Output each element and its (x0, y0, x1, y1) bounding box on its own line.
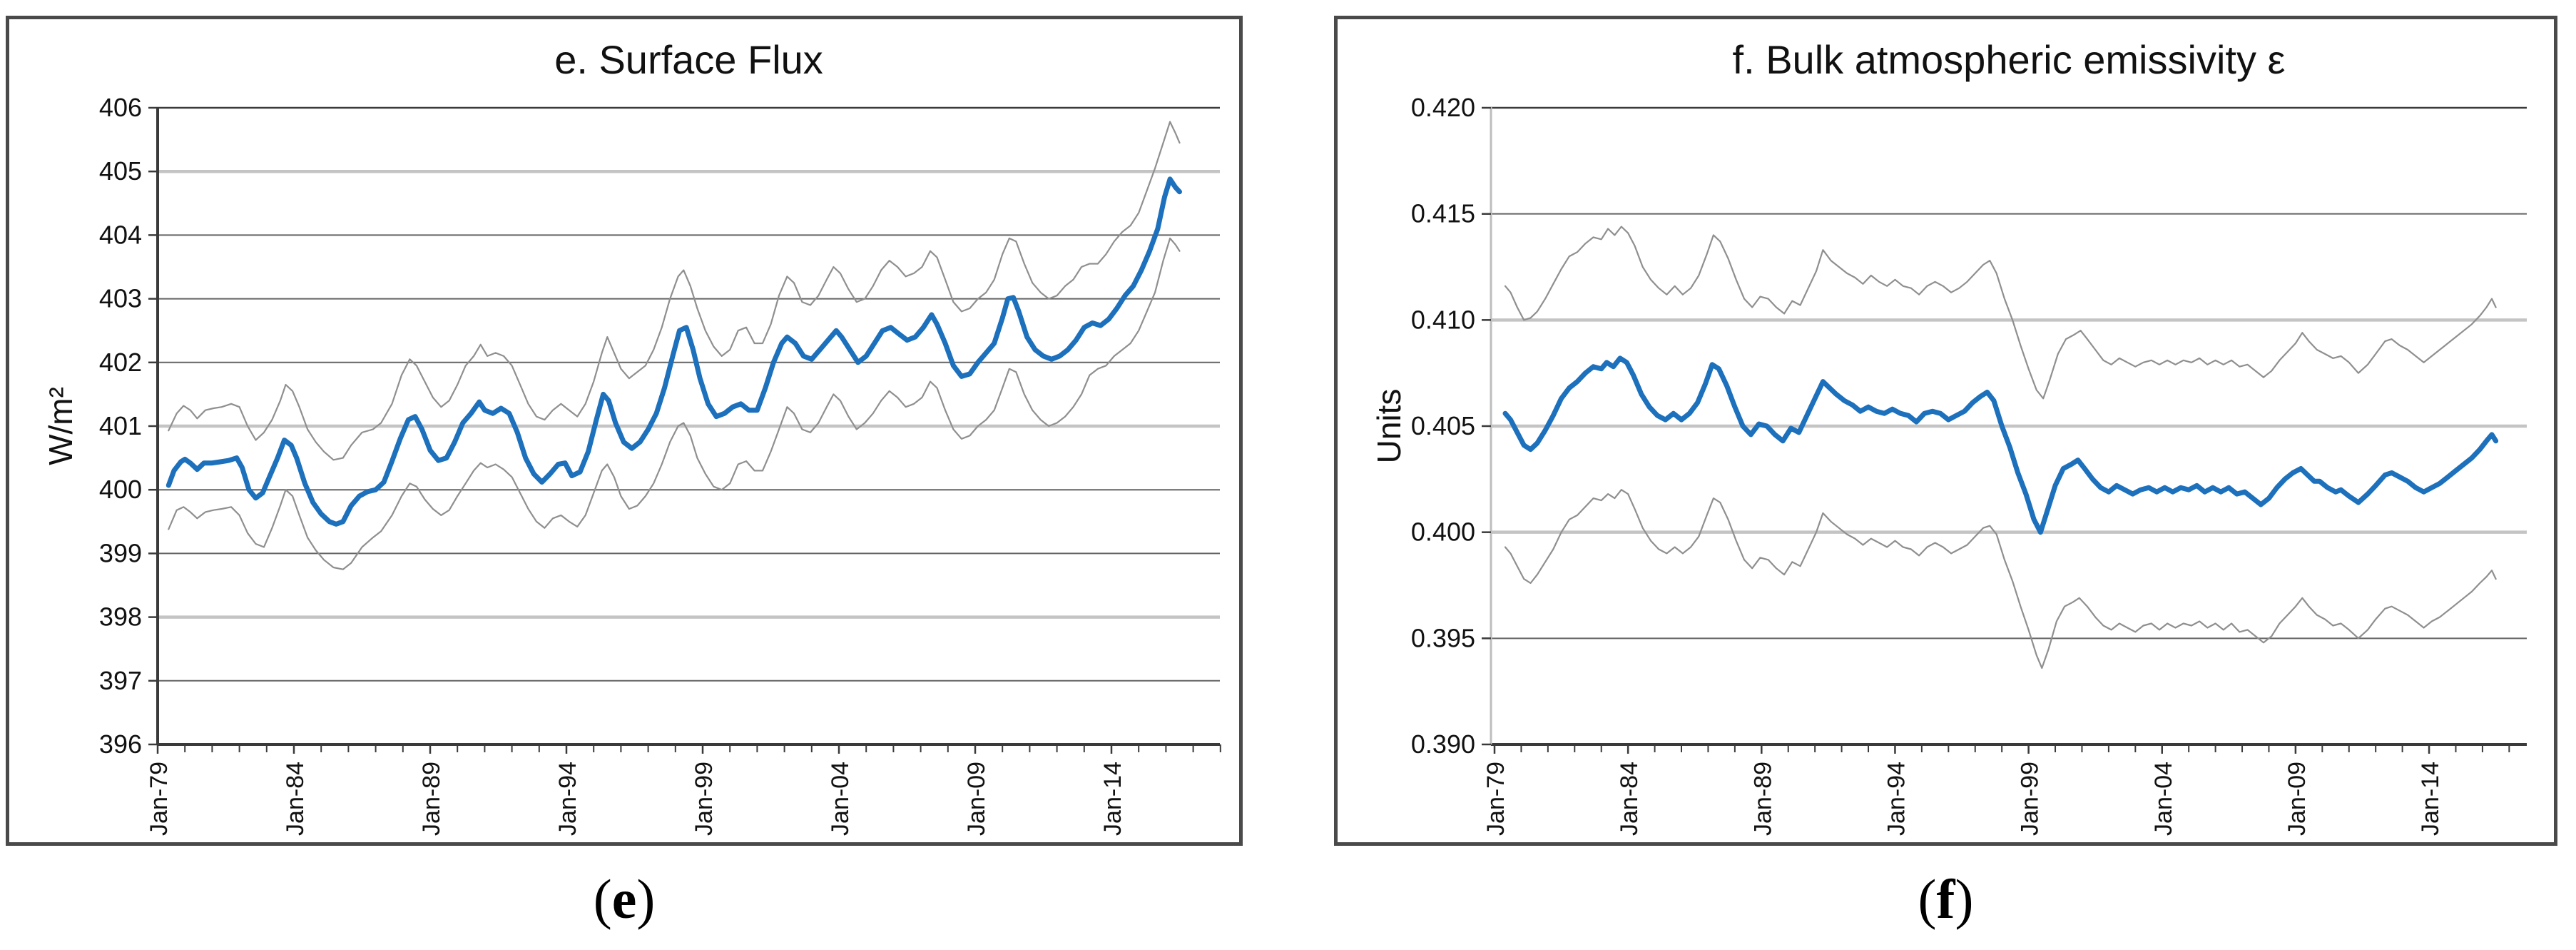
y-tick-label: 0.415 (1411, 199, 1475, 228)
y-tick-label: 396 (99, 729, 142, 759)
x-tick-label: Jan-79 (1482, 762, 1510, 836)
y-tick-label: 402 (99, 348, 142, 377)
x-tick-label: Jan-09 (963, 762, 990, 836)
x-tick-label: Jan-09 (2284, 762, 2311, 836)
y-tick-label: 399 (99, 538, 142, 567)
y-tick-label: 405 (99, 156, 142, 186)
x-tick-label: Jan-14 (2417, 762, 2444, 836)
series-central (1502, 355, 2499, 535)
chart-title: f. Bulk atmospheric emissivity ε (1732, 37, 2286, 82)
x-tick-label: Jan-04 (827, 762, 854, 836)
y-tick-label: 0.405 (1411, 411, 1475, 440)
x-tick-label: Jan-04 (2150, 762, 2177, 836)
y-tick-label: 401 (99, 411, 142, 440)
chart-panel-surface-flux: e. Surface Flux W/m² 406 405 404 403 402 401 4… (6, 16, 1243, 846)
series-central (166, 176, 1182, 527)
x-tick-label: Jan-99 (691, 762, 718, 836)
y-tick-label: 398 (99, 602, 142, 632)
caption-e: (e) (6, 867, 1243, 931)
x-tick-label: Jan-89 (1749, 762, 1776, 836)
x-tick-label: Jan-94 (1883, 762, 1910, 836)
x-tick-label: Jan-84 (282, 762, 309, 836)
chart-title: e. Surface Flux (554, 37, 823, 82)
x-tick-label: Jan-84 (1616, 762, 1643, 836)
y-tick-label: 400 (99, 475, 142, 504)
series-lower (168, 237, 1181, 570)
y-tick-label: 0.410 (1411, 305, 1475, 334)
chart-panel-emissivity: f. Bulk atmospheric emissivity ε Units 0… (1334, 16, 2557, 846)
y-tick-label: 0.390 (1411, 729, 1475, 759)
x-tick-label: Jan-99 (2017, 762, 2044, 836)
caption-letter: f (1936, 868, 1955, 930)
y-tick-label: 0.395 (1411, 623, 1475, 652)
caption-paren: ) (636, 868, 656, 930)
y-tick-label: 404 (99, 220, 142, 249)
x-tick-label: Jan-94 (554, 762, 581, 836)
figure-panels: e. Surface Flux W/m² 406 405 404 403 402 401 4… (6, 16, 2557, 846)
chart-emissivity-plot: 0.420 0.415 0.410 0.405 0.400 0.395 0.390Jan-7… (1411, 93, 2527, 836)
caption-letter: e (611, 868, 637, 930)
y-tick-label: 0.420 (1411, 93, 1475, 122)
series-lower (1504, 489, 2497, 669)
figure-captions: (e) (f) (6, 867, 2557, 931)
series-upper (168, 121, 1181, 461)
caption-paren: ) (1955, 868, 1974, 930)
caption-paren: ( (593, 868, 612, 930)
y-tick-label: 403 (99, 284, 142, 313)
x-tick-label: Jan-89 (418, 762, 445, 836)
y-tick-label: 397 (99, 666, 142, 695)
caption-f: (f) (1334, 867, 2557, 931)
y-tick-label: 406 (99, 93, 142, 122)
caption-paren: ( (1918, 868, 1937, 930)
x-tick-label: Jan-79 (146, 762, 173, 836)
series-upper (1504, 226, 2497, 400)
y-tick-label: 0.400 (1411, 517, 1475, 547)
x-tick-label: Jan-14 (1099, 762, 1126, 836)
